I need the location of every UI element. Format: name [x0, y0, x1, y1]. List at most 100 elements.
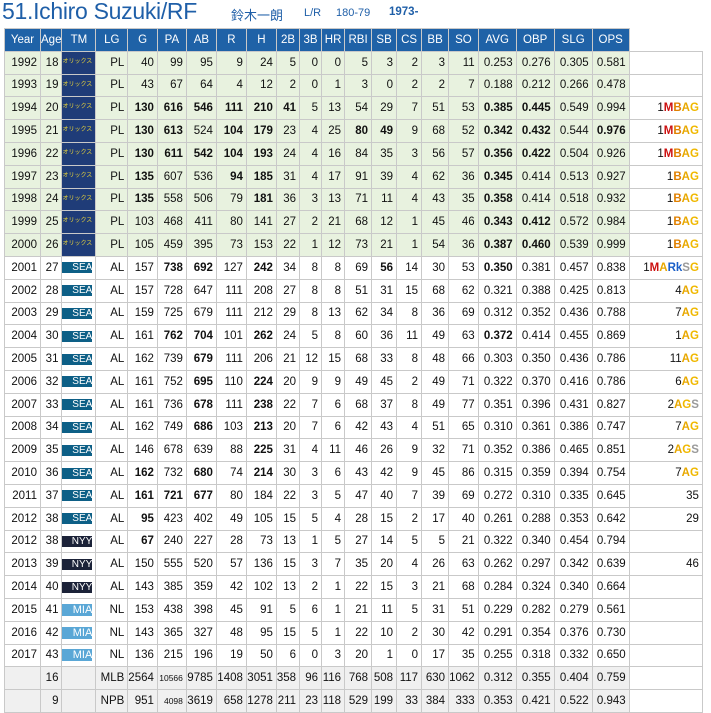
table-row[interactable]: 2017 43 MIA NL 136 215 196 19 50 6 0 3 20 1 0 17 35 0.255…: [4, 643, 703, 668]
column-header-lg[interactable]: LG: [95, 28, 129, 52]
stat-slg: 0.513: [553, 164, 593, 189]
stat-slg: 0.518: [553, 187, 593, 212]
table-row[interactable]: 1999 25 オリックス PL 103 468 411 80 141 27 2 21 68 12 1 45 4…: [4, 210, 703, 235]
stat-cs: 4: [396, 187, 423, 212]
team-logo-ori: オリックス: [62, 97, 93, 119]
table-row[interactable]: 2015 41 MIA NL 153 438 398 45 91 5 6 1 21 11 5 31 51 0.22…: [4, 597, 703, 622]
stat-cs: 2: [396, 620, 423, 645]
table-row[interactable]: 2008 34 SEA AL 162 749 686 103 213 20 7 6 42 43 4 51 65 0…: [4, 415, 703, 440]
stat-hr: 8: [321, 278, 346, 303]
table-row[interactable]: 1993 19 オリックス PL 43 67 64 4 12 2 0 1 3 0 2 2 7 0.188 0.212…: [4, 73, 703, 98]
league-cell: AL: [95, 301, 129, 326]
stat-ab: 395: [185, 233, 217, 257]
column-header-rbi[interactable]: RBI: [344, 28, 373, 52]
league-cell: AL: [95, 324, 129, 349]
column-header-tm[interactable]: TM: [61, 28, 97, 52]
table-row[interactable]: 2001 27 SEA AL 157 738 692 127 242 34 8 8 69 56 14 30 53…: [4, 255, 703, 280]
column-header-cs[interactable]: CS: [396, 28, 423, 52]
column-header-so[interactable]: SO: [448, 28, 479, 52]
stat-3b: 5: [299, 96, 323, 121]
stat-ab: 678: [185, 392, 217, 417]
table-row[interactable]: 2002 28 SEA AL 157 728 647 111 208 27 8 8 51 31 15 68 62…: [4, 278, 703, 303]
column-header-year[interactable]: Year: [4, 28, 41, 52]
stat-hr: 21: [321, 210, 346, 235]
table-row[interactable]: 1995 21 オリックス PL 130 613 524 104 179 23 4 25 80 49 9 68…: [4, 119, 703, 143]
table-row[interactable]: 2007 33 SEA AL 161 736 678 111 238 22 7 6 68 37 8 49 77 0…: [4, 392, 703, 417]
column-header-slg[interactable]: SLG: [553, 28, 593, 52]
stat-pa: 736: [156, 392, 187, 417]
stat-g: 95: [127, 506, 158, 531]
table-row[interactable]: 1996 22 オリックス PL 130 611 542 104 193 24 4 16 84 35 3 56…: [4, 141, 703, 166]
table-row[interactable]: 2003 29 SEA AL 159 725 679 111 212 29 8 13 62 34 8 36 69…: [4, 301, 703, 326]
table-row[interactable]: 2011 37 SEA AL 161 721 677 80 184 22 3 5 47 40 7 39 69 0.…: [4, 483, 703, 508]
stat-g: 103: [127, 210, 158, 235]
stat-bb: 51: [421, 415, 450, 440]
stat-obp: 0.422: [515, 141, 555, 166]
mvp-rank: 1: [675, 330, 682, 343]
table-row[interactable]: 2000 26 オリックス PL 105 459 395 73 153 22 1 12 73 21 1 54 3…: [4, 233, 703, 257]
league-cell: PL: [95, 233, 129, 257]
column-header-hr[interactable]: HR: [321, 28, 346, 52]
table-row[interactable]: 2009 35 SEA AL 146 678 639 88 225 31 4 11 46 26 9 32 71 0…: [4, 438, 703, 463]
stat-cs: 5: [396, 597, 423, 622]
column-header-g[interactable]: G: [127, 28, 158, 52]
stat-sb: 49: [371, 119, 398, 143]
stat-g: 130: [127, 141, 158, 166]
column-header-age[interactable]: Age: [39, 28, 63, 52]
column-header-obp[interactable]: OBP: [515, 28, 555, 52]
total-obp: 0.421: [515, 689, 555, 713]
year-cell: 1994: [4, 96, 41, 121]
total-avg: 0.312: [477, 666, 517, 691]
table-row[interactable]: 1992 18 オリックス PL 40 99 95 9 24 5 0 0 5 3 2 3 11 0.253 0.27…: [4, 50, 703, 75]
stat-3b: 4: [299, 438, 323, 463]
column-header-2b[interactable]: 2B: [275, 28, 301, 52]
table-row[interactable]: 2005 31 SEA AL 162 739 679 111 206 21 12 15 68 33 8 48 6…: [4, 347, 703, 371]
stat-ab: 327: [185, 620, 217, 645]
table-row[interactable]: 2012 38 NYY AL 67 240 227 28 73 13 1 5 27 14 5 5 21 0.322…: [4, 529, 703, 554]
stat-sb: 11: [371, 187, 398, 212]
stat-3b: 4: [299, 164, 323, 189]
column-header-pa[interactable]: PA: [156, 28, 187, 52]
table-row[interactable]: 1994 20 オリックス PL 130 616 546 111 210 41 5 13 54 29 7 51…: [4, 96, 703, 121]
table-row[interactable]: 2004 30 SEA AL 161 762 704 101 262 24 5 8 60 36 11 49 63…: [4, 324, 703, 349]
column-header-ops[interactable]: OPS: [591, 28, 630, 52]
column-header-sb[interactable]: SB: [371, 28, 398, 52]
stat-slg: 0.549: [553, 96, 593, 121]
age-cell: 19: [39, 73, 63, 98]
stat-bb: 17: [421, 643, 450, 668]
league-cell: PL: [95, 141, 129, 166]
table-row[interactable]: 2010 36 SEA AL 162 732 680 74 214 30 3 6 43 42 9 45 86 0.…: [4, 461, 703, 485]
column-header-3b[interactable]: 3B: [299, 28, 323, 52]
column-header-r[interactable]: R: [215, 28, 247, 52]
table-row[interactable]: 2014 40 NYY AL 143 385 359 42 102 13 2 1 22 15 3 21 68 0.…: [4, 575, 703, 599]
stat-bb: 26: [421, 552, 450, 577]
column-header-bb[interactable]: BB: [421, 28, 450, 52]
awards-cell: 7AG: [628, 461, 703, 485]
stat-bb: 45: [421, 210, 450, 235]
awards-cell: 6AG: [628, 369, 703, 394]
stat-cs: 5: [396, 529, 423, 554]
total-ops: 0.759: [591, 666, 630, 691]
table-row[interactable]: 1997 23 オリックス PL 135 607 536 94 185 31 4 17 91 39 4 62 3…: [4, 164, 703, 189]
column-header-avg[interactable]: AVG: [477, 28, 517, 52]
table-row[interactable]: 2016 42 MIA NL 143 365 327 48 95 15 5 1 22 10 2 30 42 0.2…: [4, 620, 703, 645]
table-row[interactable]: 2013 39 NYY AL 150 555 520 57 136 15 3 7 35 20 4 26 63 0.…: [4, 552, 703, 577]
stat-h: 12: [245, 73, 277, 98]
table-row[interactable]: 2012 38 SEA AL 95 423 402 49 105 15 5 4 28 15 2 17 40 0.2…: [4, 506, 703, 531]
award-g: G: [689, 147, 699, 160]
league-cell: PL: [95, 73, 129, 98]
column-header-ab[interactable]: AB: [185, 28, 217, 52]
stat-ops: 0.650: [591, 643, 630, 668]
team-logo-ori: オリックス: [62, 166, 93, 188]
total-sb: 508: [371, 666, 398, 691]
year-cell: 1993: [4, 73, 41, 98]
award-b: B: [673, 102, 682, 115]
stat-r: 4: [215, 73, 247, 98]
stat-h: 73: [245, 529, 277, 554]
column-header-h[interactable]: H: [245, 28, 277, 52]
award-a: A: [681, 125, 690, 138]
awards-cell: [628, 620, 703, 645]
table-row[interactable]: 1998 24 オリックス PL 135 558 506 79 181 36 3 13 71 11 4 43 3…: [4, 187, 703, 212]
table-row[interactable]: 2006 32 SEA AL 161 752 695 110 224 20 9 9 49 45 2 49 71 0…: [4, 369, 703, 394]
award-a: A: [681, 284, 690, 297]
